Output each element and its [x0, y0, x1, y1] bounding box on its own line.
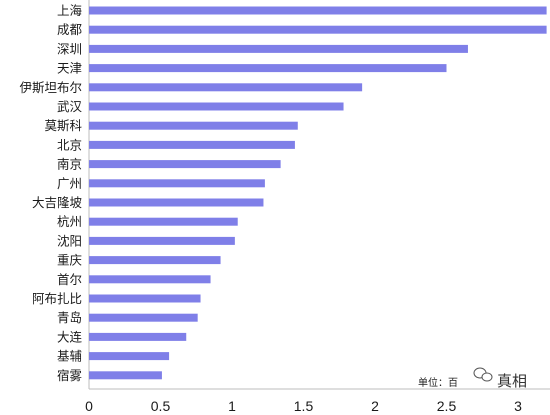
- x-tick-label: 0.5: [151, 398, 171, 414]
- bar-10: [89, 179, 265, 188]
- category-label: 南京: [57, 157, 82, 172]
- category-label: 青岛: [57, 310, 82, 325]
- bar-6: [89, 102, 344, 111]
- category-label: 大吉隆坡: [32, 195, 83, 210]
- bar-4: [89, 64, 447, 73]
- bar-group: [89, 6, 547, 380]
- bar-1: [89, 6, 547, 15]
- bar-17: [89, 313, 198, 322]
- x-tick-label: 2.5: [437, 398, 457, 414]
- category-label: 北京: [57, 137, 82, 152]
- category-label: 伊斯坦布尔: [19, 80, 82, 95]
- category-label: 基辅: [57, 349, 82, 364]
- category-label: 宿雾: [57, 368, 83, 383]
- category-label: 莫斯科: [44, 118, 82, 133]
- bar-9: [89, 160, 281, 169]
- category-label: 首尔: [57, 272, 82, 287]
- category-label: 成都: [57, 22, 83, 37]
- bar-13: [89, 236, 235, 245]
- category-label: 武汉: [57, 99, 83, 114]
- bar-8: [89, 140, 295, 149]
- category-label: 大连: [57, 329, 83, 344]
- bar-3: [89, 44, 468, 53]
- x-tick-label: 2: [371, 398, 379, 414]
- category-label: 广州: [57, 176, 82, 191]
- bar-2: [89, 25, 547, 34]
- category-label: 阿布扎比: [32, 291, 82, 306]
- category-label: 重庆: [57, 253, 83, 268]
- category-label: 深圳: [57, 41, 82, 56]
- bar-12: [89, 217, 238, 226]
- bar-18: [89, 332, 187, 341]
- watermark: 真相: [473, 367, 527, 390]
- bar-20: [89, 371, 162, 380]
- category-label-group: 上海成都深圳天津伊斯坦布尔武汉莫斯科北京南京广州大吉隆坡杭州沈阳重庆首尔阿布扎比…: [19, 3, 82, 383]
- bar-15: [89, 275, 211, 284]
- bar-14: [89, 256, 221, 265]
- category-label: 上海: [57, 3, 83, 18]
- x-tick-group: 0 0.5 1 1.5 2 2.5 3: [85, 398, 522, 414]
- wechat-icon: [473, 367, 493, 382]
- x-tick-label: 1.5: [294, 398, 314, 414]
- bar-19: [89, 352, 170, 361]
- bar-16: [89, 294, 201, 303]
- bar-11: [89, 198, 264, 207]
- category-label: 杭州: [57, 214, 82, 229]
- bar-5: [89, 83, 363, 92]
- category-label: 天津: [57, 61, 82, 76]
- x-tick-label: 1: [228, 398, 236, 414]
- unit-note: 单位：百: [418, 376, 458, 389]
- x-tick-label: 0: [85, 398, 93, 414]
- x-tick-label: 3: [514, 398, 522, 414]
- watermark-text: 真相: [497, 372, 527, 390]
- category-label: 沈阳: [57, 233, 82, 248]
- bar-7: [89, 121, 298, 130]
